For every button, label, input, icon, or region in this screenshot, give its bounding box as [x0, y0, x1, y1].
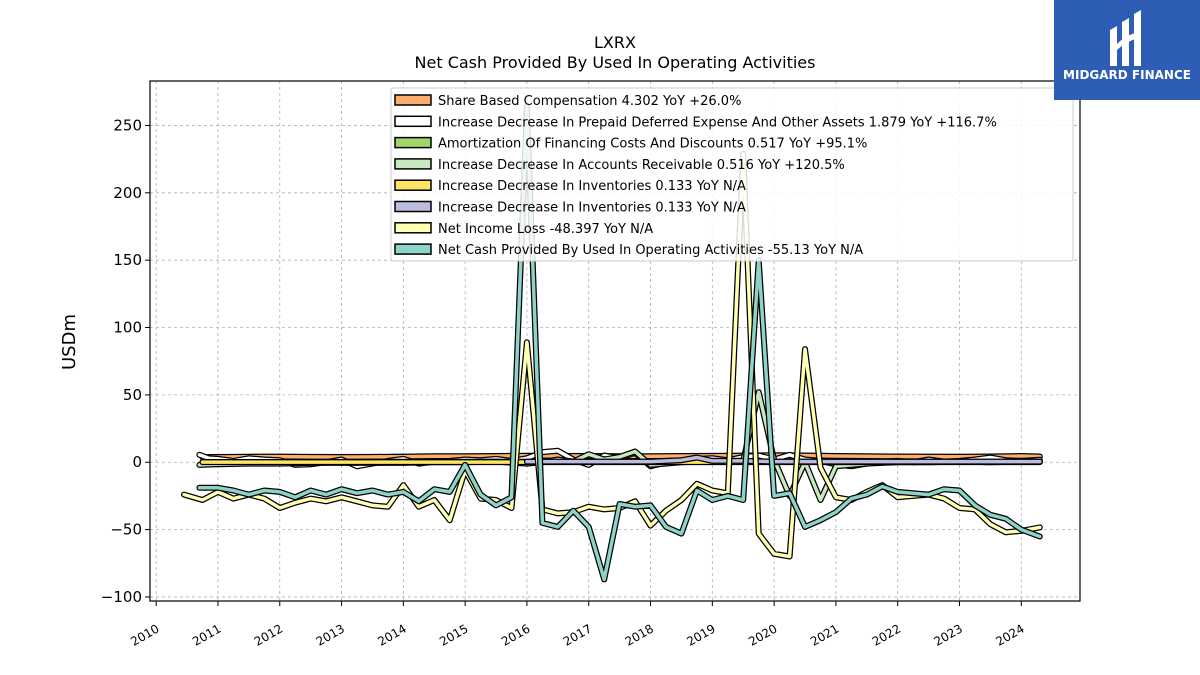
series-line: [197, 390, 1042, 502]
x-tick-label: 2020: [746, 621, 779, 648]
legend-entry: Increase Decrease In Inventories 0.133 Y…: [438, 201, 746, 216]
legend-swatch: [394, 200, 432, 213]
legend-entry: Increase Decrease In Inventories 0.133 Y…: [438, 179, 746, 194]
x-tick-label: 2016: [499, 621, 532, 648]
plot-frame: [149, 80, 1081, 602]
series-7: [196, 103, 1043, 583]
x-axis: 2010 2011 2012 2013 2014 2015 2016 2017 2018 2019…: [128, 601, 1027, 649]
legend-swatch: [394, 158, 432, 170]
logo-mark-icon: [1110, 10, 1141, 66]
y-axis-label: USDm: [59, 314, 80, 370]
legend-entry: Increase Decrease In Prepaid Deferred Ex…: [438, 115, 997, 130]
y-tick-label: 50: [123, 386, 142, 404]
chart-subtitle: Net Cash Provided By Used In Operating A…: [415, 53, 816, 72]
series-layer: [181, 103, 1043, 583]
legend-swatch: [394, 243, 432, 255]
legend-entry: Net Cash Provided By Used In Operating A…: [438, 243, 863, 258]
x-tick-label: 2015: [437, 621, 470, 648]
legend-entry: Amortization Of Financing Costs And Disc…: [438, 137, 867, 152]
series-3: [196, 389, 1043, 503]
series-line: [197, 104, 1042, 582]
series-line-outline: [196, 389, 1043, 503]
legend-swatch: [394, 94, 432, 106]
y-tick-label: 150: [113, 251, 142, 269]
y-tick-label: 200: [113, 184, 142, 202]
series-line: [182, 151, 1042, 559]
logo-text: MIDGARD FINANCE: [1063, 68, 1191, 82]
x-tick-label: 2014: [375, 621, 408, 648]
x-tick-label: 2010: [128, 621, 161, 648]
y-tick-label: 250: [113, 116, 142, 134]
legend-swatch: [394, 115, 432, 128]
y-tick-label: −100: [101, 588, 142, 606]
y-tick-label: −50: [110, 521, 142, 539]
x-tick-label: 2017: [561, 621, 594, 648]
y-tick-label: 100: [113, 319, 142, 337]
x-tick-label: 2023: [932, 621, 965, 648]
x-tick-label: 2024: [993, 621, 1026, 648]
legend-box: [390, 87, 1074, 262]
legend-entry: Increase Decrease In Accounts Receivable…: [438, 158, 845, 173]
x-tick-label: 2022: [870, 621, 903, 648]
legend: Share Based Compensation 4.302 YoY +26.0…: [390, 87, 1074, 262]
y-axis: −100 −50 0 50 100 150 200 250: [101, 116, 150, 606]
chart-title: LXRX: [594, 33, 636, 52]
x-tick-label: 2018: [623, 621, 656, 648]
legend-swatch: [394, 222, 432, 234]
y-tick-label: 0: [132, 453, 142, 471]
x-tick-label: 2021: [808, 621, 841, 648]
x-tick-label: 2012: [252, 621, 285, 648]
legend-swatch: [394, 179, 432, 191]
legend-entry: Share Based Compensation 4.302 YoY +26.0…: [438, 94, 741, 109]
legend-swatch: [394, 136, 432, 149]
x-tick-label: 2013: [314, 621, 347, 648]
brand-logo: MIDGARD FINANCE: [1054, 0, 1200, 100]
x-tick-label: 2011: [190, 621, 223, 648]
x-tick-label: 2019: [684, 621, 717, 648]
series-6: [181, 150, 1043, 560]
legend-entry: Net Income Loss -48.397 YoY N/A: [438, 222, 653, 237]
